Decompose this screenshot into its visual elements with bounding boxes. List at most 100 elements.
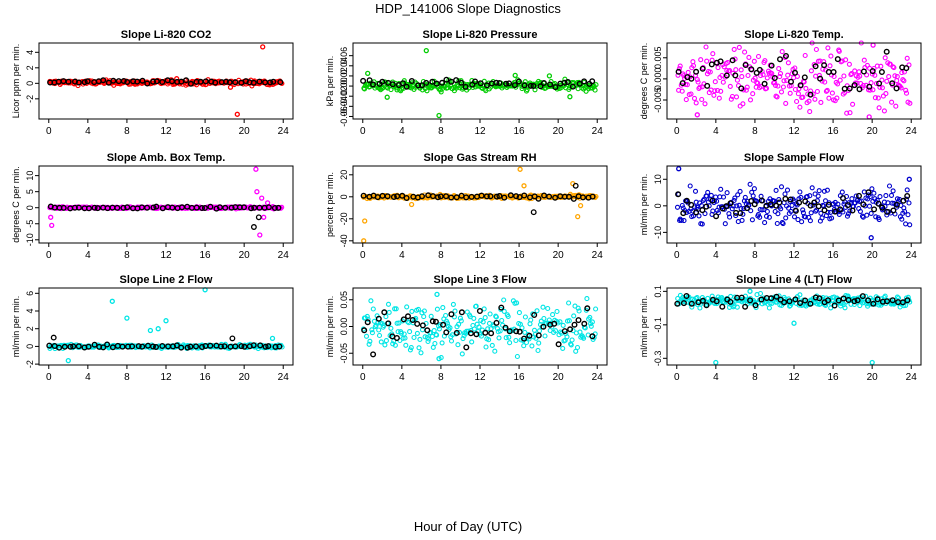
data-point [84,78,91,85]
data-point [192,343,199,350]
data-point [381,323,387,329]
data-point [366,341,372,347]
data-point [684,82,690,88]
data-point [829,215,835,221]
data-point [828,53,834,59]
data-point [60,204,67,211]
data-point [871,206,878,213]
x-tick-label: 20 [239,250,251,261]
chart-title: Slope Line 2 Flow [120,274,213,286]
data-point [528,317,534,323]
data-point [743,87,749,93]
x-tick-label: 4 [713,250,719,261]
data-point [502,324,509,331]
data-point [255,214,262,221]
data-point [807,109,813,115]
data-point [398,330,404,336]
data-point [679,88,685,94]
data-point [447,325,453,331]
data-point [758,197,765,204]
data-point [860,201,867,208]
data-point [376,332,383,339]
data-point [570,195,577,202]
data-point [496,79,503,86]
data-point [515,78,522,85]
data-point [386,309,392,315]
data-point [439,340,445,346]
data-point [714,87,721,94]
data-point [695,79,701,85]
x-tick-label: 16 [200,126,212,137]
data-point [800,207,806,213]
data-point [740,101,746,107]
data-point [852,68,858,74]
data-point [834,56,841,63]
x-tick-label: 20 [239,126,251,137]
data-point [863,293,869,299]
y-tick-label: 6 [25,291,35,296]
chart-box-temp: Slope Amb. Box Temp. 0 4 8 12 16 20 24 10 5 0 -5 -10… [11,152,294,261]
data-point [752,75,758,81]
data-point [889,99,895,105]
x-tick-label: 4 [399,250,405,261]
data-point [738,85,745,92]
data-point [100,344,107,351]
data-point [458,309,465,316]
data-point [850,101,856,107]
data-point [479,85,485,92]
data-point [733,94,740,100]
y-tick-label: 0.000 [653,68,663,91]
data-point [124,78,131,85]
data-point [808,68,814,74]
data-point [483,82,490,89]
data-point [471,326,477,332]
data-point [514,353,520,360]
x-tick-label: 4 [85,126,91,137]
data-point [150,78,157,85]
data-point [560,345,566,351]
data-point [411,334,417,341]
data-point [265,204,272,211]
data-point [690,59,696,65]
plot-frame [352,165,608,244]
data-point [748,197,755,204]
data-point [757,290,764,297]
data-point [727,83,733,89]
chart-line3-flow: Slope Line 3 Flow 0 4 8 12 16 20 24 0.05 0.00 -0.0… [325,274,608,383]
data-point [571,313,577,319]
data-point [836,48,842,54]
data-point [577,329,583,335]
data-point [417,336,423,342]
data-point [900,77,906,83]
x-tick-label: 4 [85,250,91,261]
data-point [825,68,832,75]
data-point [542,333,548,339]
data-point [493,79,500,86]
data-point [731,197,737,204]
y-tick-label: 4 [25,50,35,55]
plot-frame [38,287,294,366]
data-point [797,82,804,89]
data-point [774,94,780,100]
x-tick-label: 12 [160,250,172,261]
data-point [702,101,708,107]
data-point [792,207,799,214]
y-tick-label: -0.06 [339,106,349,127]
data-point [723,203,730,210]
data-point [751,201,758,208]
data-point [750,193,756,199]
x-tick-label: 12 [474,126,486,137]
data-point [865,189,872,196]
data-point [267,79,274,86]
data-point [857,208,863,214]
data-points [47,166,285,238]
data-point [369,327,375,333]
data-point [688,91,694,97]
x-tick-label: 0 [360,126,366,137]
data-point [467,330,474,337]
data-point [739,74,745,80]
data-point [487,311,493,317]
data-point [540,304,546,310]
data-point [434,306,440,312]
x-tick-label: 8 [124,126,130,137]
